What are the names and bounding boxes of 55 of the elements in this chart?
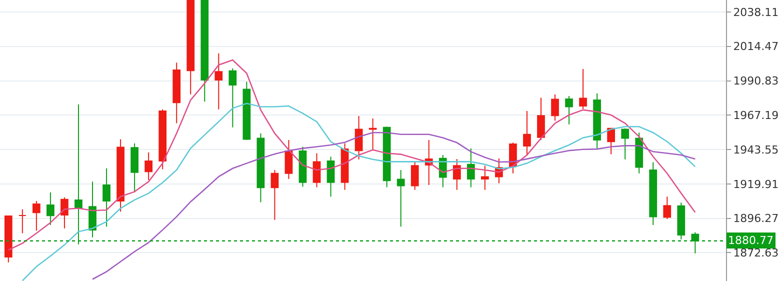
candlestick xyxy=(228,68,237,128)
candlestick xyxy=(214,52,223,110)
candlestick xyxy=(621,128,630,160)
candlestick xyxy=(298,146,307,188)
candlestick xyxy=(466,148,475,188)
candlestick xyxy=(551,94,559,122)
candlestick xyxy=(270,170,279,220)
candlestick xyxy=(200,0,209,102)
y-tick-label: 2014.47 xyxy=(733,40,779,54)
y-tick-label: 1967.19 xyxy=(733,109,779,122)
candlestick xyxy=(396,170,405,228)
candlestick xyxy=(256,132,265,203)
candlestick xyxy=(18,208,26,234)
candlestick xyxy=(4,215,12,263)
candlestick xyxy=(537,97,545,141)
candlestick xyxy=(172,62,181,124)
line-series xyxy=(22,102,696,281)
candlestick xyxy=(382,126,391,188)
candlestick xyxy=(452,158,461,190)
candlestick xyxy=(481,165,489,190)
candlestick xyxy=(340,142,349,190)
candlestick xyxy=(116,138,124,212)
candlestick xyxy=(242,81,251,141)
candlestick xyxy=(158,108,167,170)
candlestick xyxy=(354,116,363,160)
candlestick xyxy=(46,192,54,226)
candlestick xyxy=(410,160,419,190)
y-tick-label: 1919.91 xyxy=(733,178,779,191)
y-tick-label: 1990.83 xyxy=(733,74,779,88)
line-series xyxy=(8,59,696,251)
candlestick xyxy=(130,142,138,193)
candlestick xyxy=(102,168,110,228)
y-tick-label: 2038.11 xyxy=(733,6,779,19)
candlestick xyxy=(186,0,195,95)
candlestick xyxy=(326,156,335,198)
candlestick xyxy=(368,118,377,150)
candlestick xyxy=(663,196,672,220)
candlestick xyxy=(565,95,573,125)
y-tick-label: 1872.63 xyxy=(733,246,779,260)
candlestick xyxy=(523,110,531,156)
candlestick xyxy=(312,152,321,188)
ref-line-label: 1880.77 xyxy=(728,234,774,247)
y-tick-label: 1943.55 xyxy=(733,143,779,156)
candlestick xyxy=(88,181,96,238)
candlestick xyxy=(607,128,616,155)
candlestick xyxy=(60,196,68,229)
candlestick xyxy=(579,68,587,110)
candlestick xyxy=(144,152,152,181)
candlestick xyxy=(32,200,40,232)
candlestick xyxy=(635,132,644,174)
y-tick-label: 1896.27 xyxy=(733,212,779,226)
line-series xyxy=(92,132,696,280)
candlestick xyxy=(649,162,658,226)
candlestick xyxy=(284,140,293,180)
candlestick xyxy=(593,92,601,149)
